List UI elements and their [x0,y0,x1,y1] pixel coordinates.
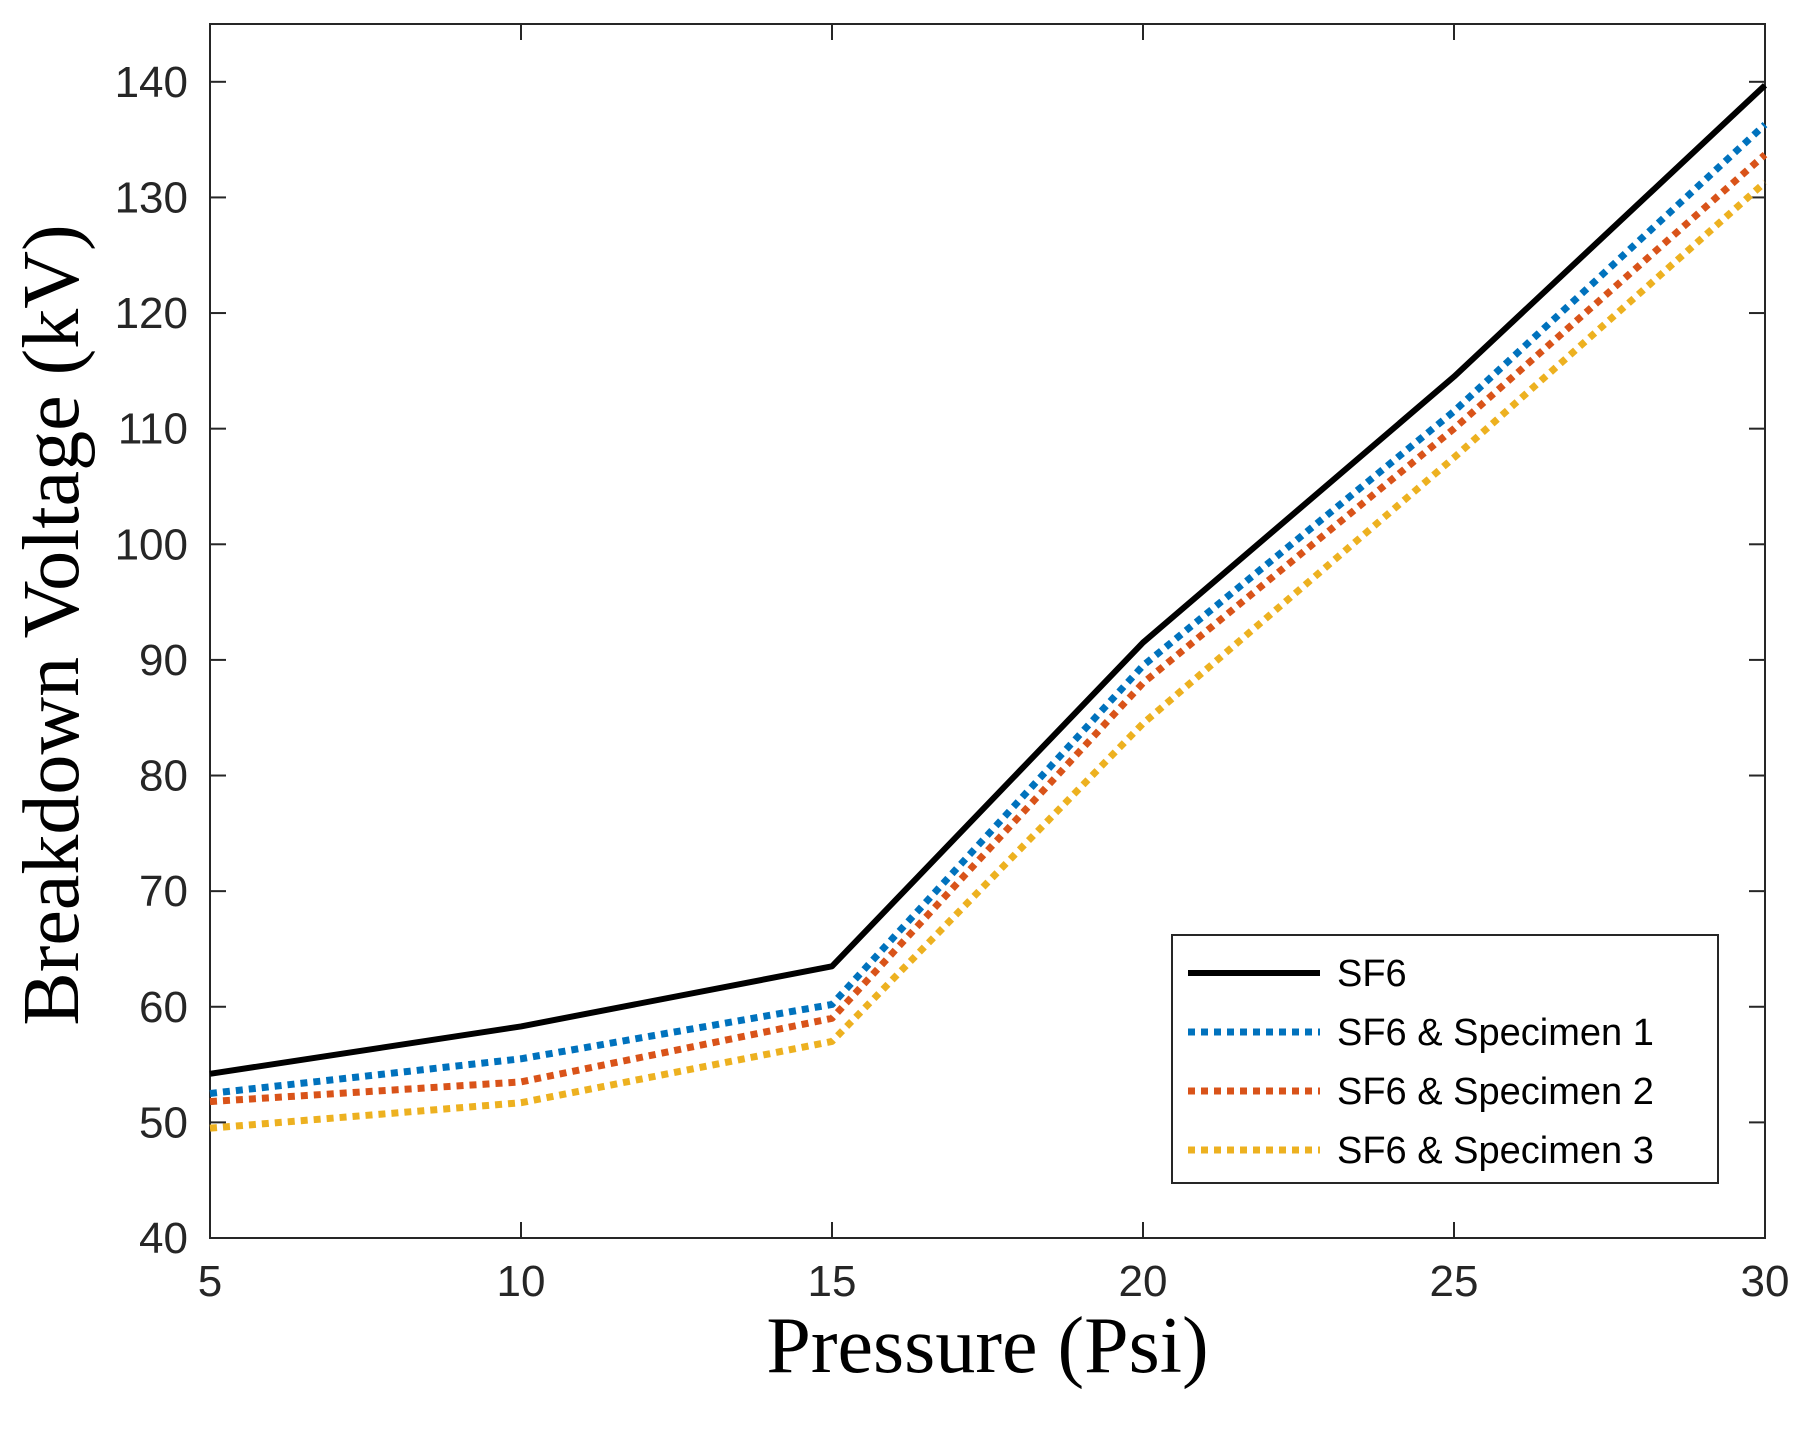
x-tick-label: 20 [1119,1257,1168,1306]
y-tick-label: 120 [115,289,188,338]
y-tick-label: 130 [115,173,188,222]
x-axis-title: Pressure (Psi) [766,1302,1208,1390]
series-line [209,122,1768,1097]
plot-frame [209,23,1766,1239]
series-line [209,83,1768,1077]
y-tick-label: 50 [139,1098,188,1147]
y-tick-label: 40 [139,1214,188,1263]
y-tick-label: 90 [139,636,188,685]
legend-label: SF6 [1337,953,1407,995]
legend-label: SF6 & Specimen 1 [1337,1012,1654,1054]
x-tick-label: 5 [198,1257,222,1306]
series-1 [209,83,1768,1077]
x-tick-label: 10 [497,1257,546,1306]
legend-label: SF6 & Specimen 2 [1337,1071,1654,1113]
series-3 [209,152,1768,1106]
axis-ticks: 5 10 15 20 25 30 40 50 60 70 80 90 100 110 120 130 140 [115,24,1790,1306]
y-tick-label: 110 [118,405,188,454]
series-line [209,179,1768,1132]
x-tick-label: 25 [1430,1257,1479,1306]
y-tick-label: 60 [139,983,188,1032]
series-2 [209,122,1768,1097]
x-tick-label: 30 [1741,1257,1790,1306]
y-tick-label: 80 [139,752,188,801]
x-tick-label: 15 [808,1257,857,1306]
plot-area [209,23,1766,1239]
legend-box [1171,934,1719,1184]
y-axis-title: Breakdown Voltage (kV) [8,224,96,1025]
series-lines [209,83,1768,1132]
y-tick-label: 70 [139,867,188,916]
legend: SF6 SF6 & Specimen 1 SF6 & Specimen 2 SF6 &… [1171,934,1719,1184]
y-tick-label: 140 [115,58,188,107]
y-tick-label: 100 [115,520,188,569]
series-4 [209,179,1768,1132]
axis-labels: Pressure (Psi) Breakdown Voltage (kV) [8,224,1209,1390]
legend-label: SF6 & Specimen 3 [1337,1130,1654,1172]
